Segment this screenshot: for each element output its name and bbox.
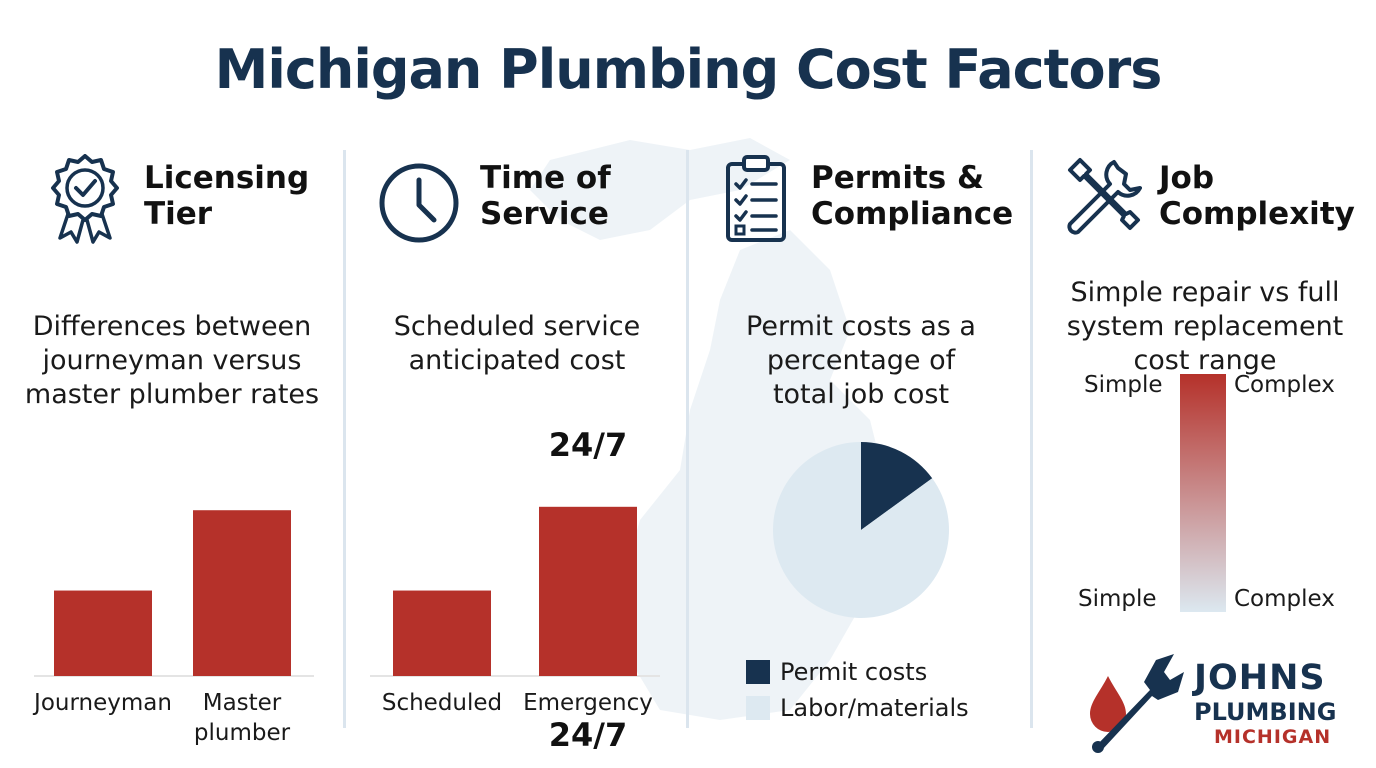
column-divider: [1030, 150, 1033, 728]
clock-icon: [379, 163, 459, 243]
panel-time-of-service: Time of Service Scheduled service antici…: [346, 150, 688, 750]
pie-slice-labor-materials: [773, 442, 949, 618]
legend-swatch: [746, 660, 770, 684]
panel-permits-compliance: Permits & Compliance Permit costs as a p…: [690, 150, 1032, 750]
category-label: Journeyman: [32, 690, 172, 716]
column-divider: [686, 150, 689, 728]
panel-heading: Time of Service: [480, 160, 611, 232]
category-label: plumber: [194, 720, 291, 746]
permit-cost-pie-chart: [773, 442, 949, 618]
category-label: Emergency: [523, 690, 653, 716]
panel-description: Permit costs as a percentage of total jo…: [746, 311, 976, 410]
bar-master-plumber: [193, 510, 291, 676]
bar-emergency: [539, 506, 637, 676]
clipboard-checklist-icon: [726, 155, 786, 242]
emergency-top-annotation: 24/7: [549, 426, 627, 464]
column-divider: [343, 150, 346, 728]
legend-item-permit-costs: Permit costs: [746, 658, 927, 686]
panel-description: Simple repair vs full system replacement…: [1066, 277, 1344, 376]
johns-plumbing-logo: JOHNS PLUMBING MICHIGAN: [1078, 646, 1368, 756]
licensing-bar-chart: Journeyman Master plumber: [32, 510, 314, 746]
complexity-gradient-bar: [1180, 374, 1226, 612]
logo-text-plumbing: PLUMBING: [1194, 698, 1337, 726]
logo-text-johns: JOHNS: [1194, 658, 1326, 698]
time-of-service-bar-chart: 24/7 Scheduled Emergency 24/7: [370, 426, 660, 750]
legend-item-labor-materials: Labor/materials: [746, 694, 969, 722]
logo-text-michigan: MICHIGAN: [1214, 726, 1332, 748]
water-drop-wrench-logo-icon: [1090, 654, 1184, 753]
label-simple-bottom: Simple: [1078, 586, 1157, 612]
category-label: Scheduled: [382, 690, 502, 716]
legend-swatch: [746, 696, 770, 720]
panel-description: Differences between journeyman versus ma…: [24, 311, 320, 410]
panel-description: Scheduled service anticipated cost: [393, 311, 641, 376]
bar-journeyman: [54, 590, 152, 676]
label-complex-bottom: Complex: [1234, 586, 1335, 612]
page-title: Michigan Plumbing Cost Factors: [214, 38, 1163, 101]
pie-slice-permit-costs: [861, 442, 933, 530]
bar-scheduled: [393, 590, 491, 676]
panel-job-complexity: Job Complexity Simple repair vs full sys…: [1034, 150, 1376, 750]
panel-heading: Job Complexity: [1159, 160, 1355, 232]
complexity-range-bar: [1180, 374, 1226, 612]
label-complex-top: Complex: [1234, 372, 1335, 398]
emergency-bottom-annotation: 24/7: [549, 716, 627, 750]
category-label: Master: [203, 690, 282, 716]
wrench-screwdriver-icon: [1067, 158, 1142, 235]
panel-licensing-tier: Licensing Tier Differences between journ…: [0, 150, 344, 750]
panel-heading: Licensing Tier: [144, 160, 310, 232]
panel-heading: Permits & Compliance: [811, 160, 1014, 232]
award-ribbon-icon: [51, 154, 119, 244]
label-simple-top: Simple: [1084, 372, 1163, 398]
